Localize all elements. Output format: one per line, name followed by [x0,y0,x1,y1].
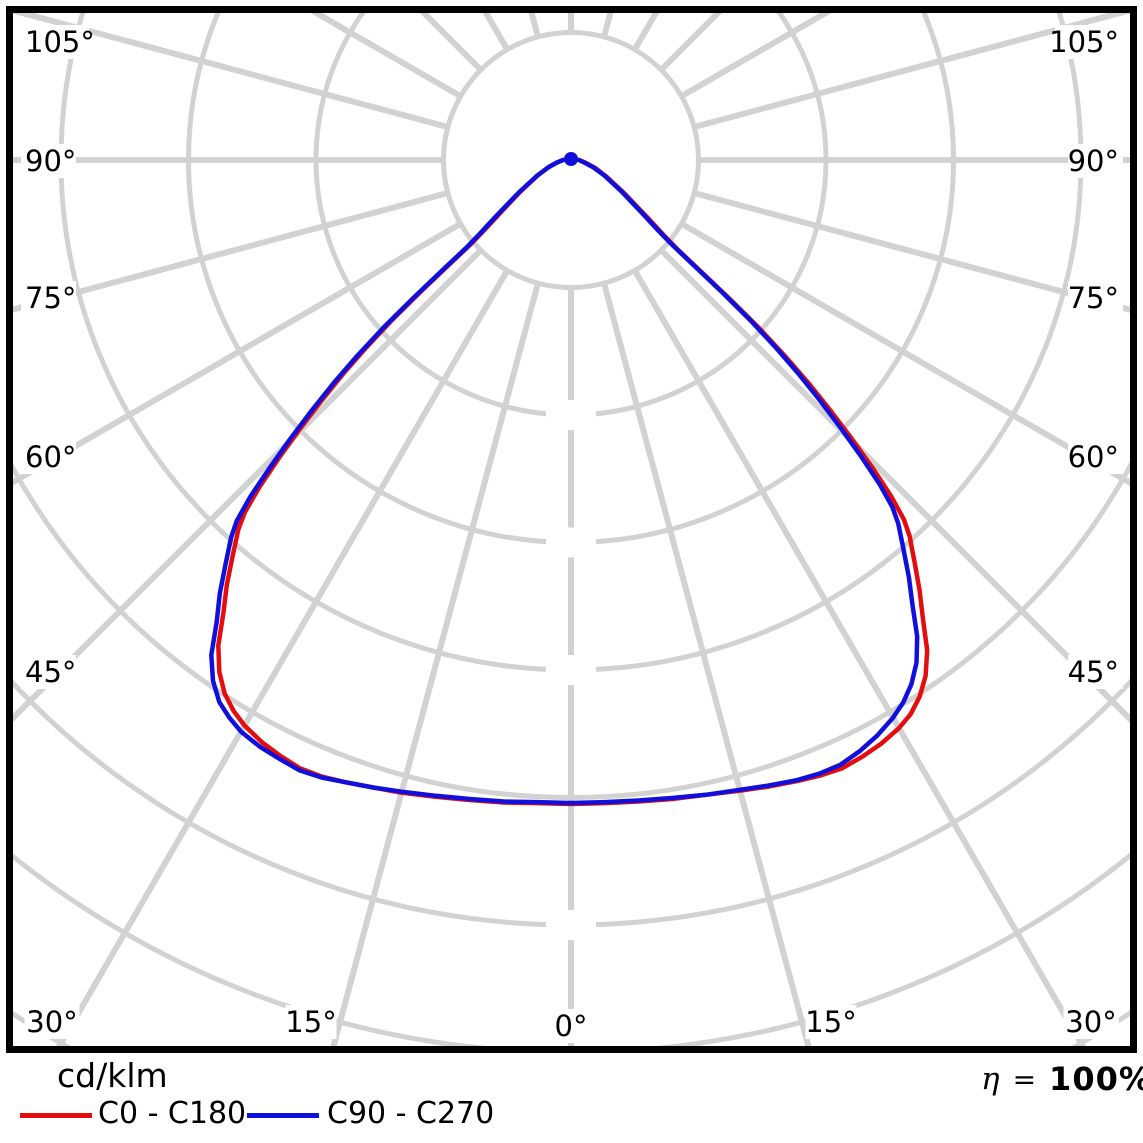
angle-label: 90° [1068,144,1119,178]
angle-label: 30° [1065,1005,1116,1039]
angle-label-bg [1068,144,1123,178]
angle-label: 15° [285,1005,336,1039]
angle-label: 105° [25,25,95,59]
angle-label: 30° [26,1005,77,1039]
blank-value-box [546,527,596,558]
legend-swatch-c0-c180 [20,1113,92,1118]
grid-spoke [693,13,1130,130]
blank-value-box [546,400,596,430]
angle-label-bg [21,655,76,689]
legend-label-c90-c270: C90 - C270 [327,1096,495,1131]
grid-spoke [13,190,449,313]
angle-label: 60° [25,440,76,474]
angle-label-bg [285,1005,337,1039]
grid-spoke [632,268,1086,1046]
angle-label-bg [1055,25,1123,59]
angle-label: 15° [805,1005,856,1039]
angle-label: 0° [555,1009,588,1043]
grid-spoke [13,248,483,723]
grid-spoke [56,268,510,1046]
angle-label: 45° [1068,655,1119,689]
angle-label-bg [1068,655,1123,689]
grid-spoke [693,190,1130,313]
angle-label-bg [552,1009,590,1043]
efficiency-label: η = 100% [981,1058,1143,1100]
angle-label: 90° [25,144,76,178]
angle-label-bg [1068,440,1123,474]
eta-symbol: η [981,1061,1000,1097]
angle-label-bg [24,1005,80,1039]
angle-label-bg [21,25,89,59]
legend-label-c0-c180: C0 - C180 [98,1096,247,1131]
grid-spoke [330,282,541,1046]
grid-spoke [13,13,449,130]
eta-equals: = [1012,1062,1037,1096]
blank-value-box [546,655,596,685]
angle-label: 60° [1068,440,1119,474]
angle-label-bg [21,440,76,474]
curve-c90-c270 [209,157,920,806]
angle-label: 45° [25,655,76,689]
angle-label-bg [1063,1005,1119,1039]
angle-label: 75° [1068,281,1119,315]
units-label: cd/klm [57,1056,168,1095]
grid-spoke [13,221,463,486]
grid-spoke [679,221,1130,487]
eta-value: 100% [1049,1060,1143,1098]
grid-spoke [601,282,812,1046]
angle-label: 105° [1049,25,1119,59]
plot-border [6,6,1137,1053]
blank-value-box [546,910,596,940]
grid-spoke [659,248,1130,724]
angle-label-bg [1068,281,1123,315]
legend-swatch-c90-c270 [247,1113,319,1118]
legend: C0 - C180 C90 - C270 [0,1096,1143,1136]
center-dot [564,152,578,166]
angle-label: 75° [25,281,76,315]
angle-label-bg [21,144,76,178]
angle-label-bg [805,1005,857,1039]
angle-label-bg [21,281,76,315]
